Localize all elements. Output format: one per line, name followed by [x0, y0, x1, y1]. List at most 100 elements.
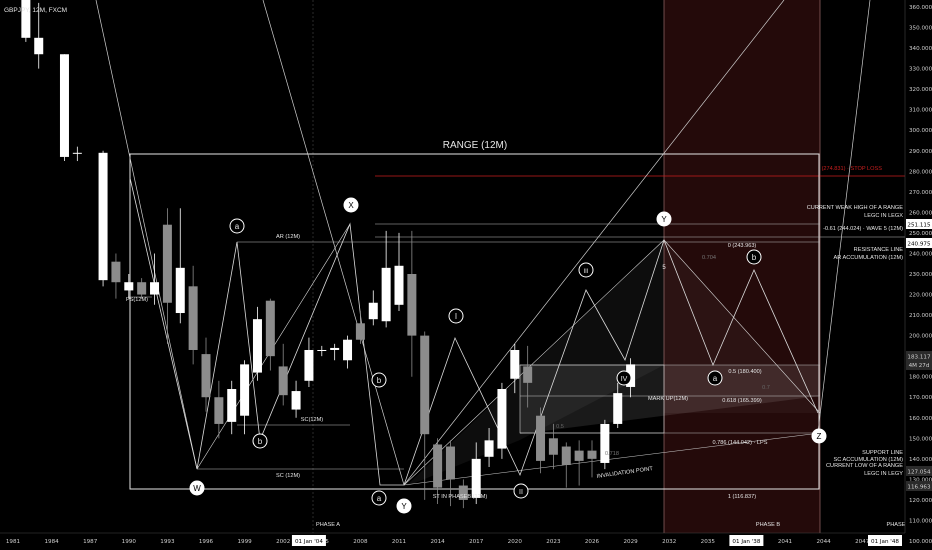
candle [600, 419, 610, 470]
svg-text:b: b [377, 376, 382, 385]
phase-a-label: PHASE A [316, 522, 340, 528]
markup-label: MARK UP(12M) [648, 396, 688, 402]
circle-I: I [448, 308, 464, 324]
candle [420, 331, 430, 500]
fib-05-label: 0.5 (180.400) [728, 369, 761, 375]
svg-text:III: III [583, 269, 588, 275]
phase-b-shade [664, 0, 820, 533]
circle-a1: a [229, 218, 245, 234]
circle-X: X [343, 197, 359, 213]
svg-text:W: W [193, 484, 201, 493]
svg-text:a: a [713, 374, 718, 383]
svg-text:01 Jan '38: 01 Jan '38 [732, 539, 760, 545]
x-tick-label: 2002 [276, 539, 290, 545]
y-tick-label: 250.000 [909, 231, 932, 237]
wave5-right-label: -0.61 (244.024) · WAVE 5 (12M) [823, 226, 903, 232]
circle-II: II [513, 483, 529, 499]
svg-text:240.975: 240.975 [907, 242, 931, 248]
y-tick-label: 160.000 [909, 416, 932, 422]
y-tick-label: 360.000 [909, 5, 932, 11]
x-tick-label: 1984 [44, 539, 59, 545]
svg-text:Y: Y [401, 502, 407, 511]
y-tick-label: 200.000 [909, 334, 932, 340]
y-tick-label: 140.000 [909, 457, 932, 463]
svg-text:251.115: 251.115 [907, 223, 931, 229]
circle-a-future: a [707, 370, 723, 386]
y-tick-label: 280.000 [909, 169, 932, 175]
y-axis-panel [905, 0, 932, 550]
y-tick-label: 320.000 [909, 87, 932, 93]
y-tick-label: 100.000 [909, 539, 932, 545]
markup-box [519, 364, 665, 434]
y-tick-label: 110.000 [909, 518, 932, 524]
candle [252, 306, 262, 381]
candle [587, 440, 597, 478]
candle [291, 380, 301, 418]
circle-W: W [189, 480, 205, 496]
candle [394, 232, 404, 311]
svg-text:a: a [377, 494, 382, 503]
candle [72, 146, 82, 162]
phase-b-label: PHASE B [756, 522, 781, 528]
circle-b-future: b [746, 249, 762, 265]
x-highlight-label: 01 Jan '48 [868, 535, 902, 546]
price-tag-251: 251.115 [906, 219, 932, 229]
circle-b-ar: b [371, 372, 387, 388]
y-tick-label: 310.000 [909, 108, 932, 114]
candle [407, 230, 417, 377]
x-tick-label: 2017 [469, 539, 484, 545]
candle [34, 2, 44, 69]
x-tick-label: 1990 [122, 539, 137, 545]
st-label: ST IN PHASEB (12M) [433, 494, 488, 500]
price-tag-127: 127.054 [906, 466, 932, 476]
x-tick-label: 1987 [83, 539, 98, 545]
ratio-07: 0.7 [762, 385, 770, 391]
y-tick-label: 270.000 [909, 190, 932, 196]
circle-Z: Z [811, 428, 827, 444]
fib-0618-label: 0.618 (165.399) [722, 398, 762, 404]
candle [317, 345, 327, 357]
fib-1-label: 1 (116.837) [728, 494, 756, 500]
svg-text:01 Jan '48: 01 Jan '48 [871, 539, 899, 545]
svg-text:Y: Y [661, 215, 667, 224]
candle [21, 0, 31, 42]
candle [330, 343, 340, 361]
x-tick-label: 2047 [855, 539, 870, 545]
x-axis: 1981198419871990199319961999200220052008… [6, 535, 902, 546]
candle [433, 438, 443, 505]
candle [304, 337, 314, 387]
candle [381, 230, 391, 328]
y-tick-label: 180.000 [909, 375, 932, 381]
candle [240, 360, 250, 435]
svg-text:b: b [752, 253, 757, 262]
candle [188, 265, 198, 365]
wave5-number: 5 [662, 265, 666, 271]
x-tick-label: 2029 [623, 539, 638, 545]
y-tick-label: 170.000 [909, 395, 932, 401]
y-tick-label: 240.000 [909, 251, 932, 257]
ratio-0704: 0.704 [702, 255, 716, 261]
candle [98, 150, 108, 287]
y-axis: 100.000 110.000 120.000 130.000 140.000 150.0… [909, 5, 932, 545]
fib-shade-b [405, 240, 664, 487]
candle [278, 343, 288, 406]
x-tick-label: 2032 [662, 539, 676, 545]
circle-Y: Y [396, 498, 412, 514]
wave-path [129, 177, 819, 486]
circle-IV: IV [616, 370, 632, 386]
candle [484, 428, 494, 468]
y-tick-label: 150.000 [909, 436, 932, 442]
range-title: RANGE (12M) [443, 140, 507, 151]
price-tag-240: 240.975 [906, 238, 932, 248]
candle [162, 208, 172, 344]
x-tick-label: 1996 [199, 539, 214, 545]
sc-lower-label: SC (12M) [276, 473, 300, 479]
candle [150, 253, 160, 305]
x-tick-label: 2026 [585, 539, 600, 545]
candle [510, 343, 520, 394]
candle [458, 479, 468, 509]
candle [343, 335, 353, 369]
y-tick-label: 210.000 [909, 313, 932, 319]
weak-high-label-2: LEGC IN LEGX [864, 213, 903, 219]
